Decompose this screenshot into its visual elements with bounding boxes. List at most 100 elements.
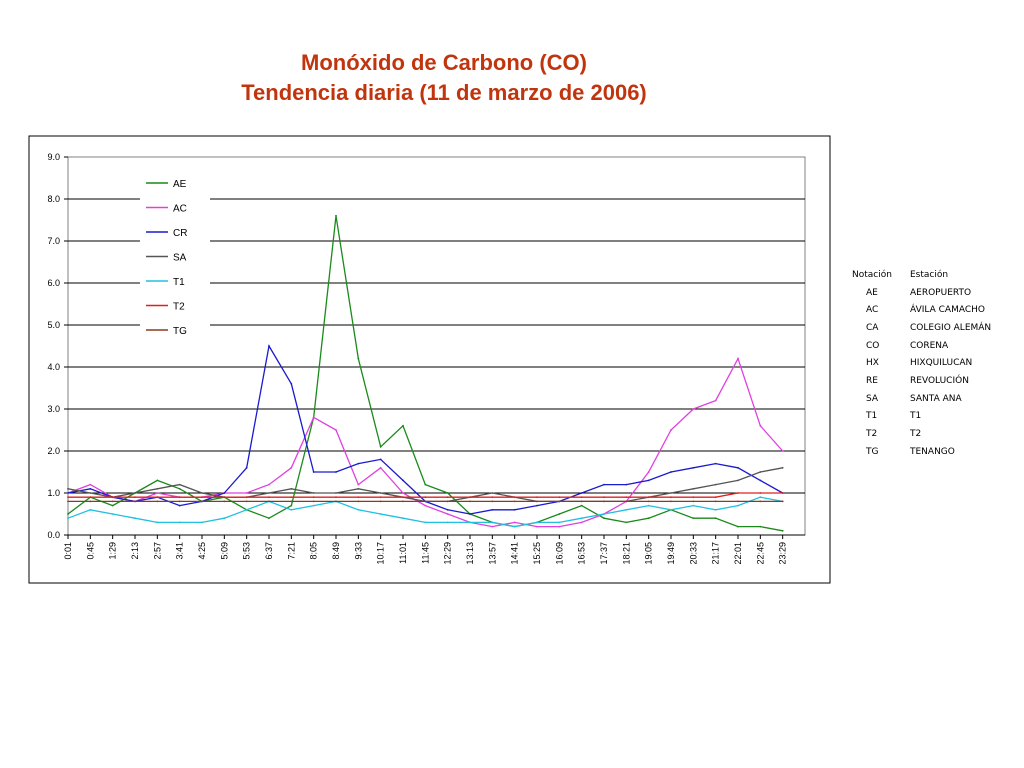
data-point-t2 xyxy=(111,496,114,499)
data-point-tg xyxy=(357,500,360,503)
data-point-sa xyxy=(268,492,270,494)
data-point-ae xyxy=(603,517,605,520)
data-point-t2 xyxy=(134,496,136,499)
data-point-sa xyxy=(89,492,92,494)
station-name: ÁVILA CAMACHO xyxy=(910,305,985,316)
data-point-t1 xyxy=(156,521,159,524)
data-point-ae xyxy=(714,517,717,520)
x-tick-label: 3:41 xyxy=(175,542,185,560)
x-tick-label: 7:21 xyxy=(286,542,296,560)
data-point-t2 xyxy=(491,496,494,499)
data-point-sa xyxy=(290,487,293,490)
data-point-cr xyxy=(580,492,583,494)
data-point-tg xyxy=(781,500,784,503)
legend-label-t1: T1 xyxy=(173,277,185,288)
x-tick-label: 1:29 xyxy=(108,542,118,560)
data-point-ac xyxy=(89,483,92,486)
data-point-t2 xyxy=(89,496,92,499)
x-tick-label: 22:45 xyxy=(755,542,765,565)
x-tick-label: 4:25 xyxy=(197,542,207,560)
data-point-t1 xyxy=(469,521,471,524)
data-point-ae xyxy=(357,357,360,360)
data-point-ae xyxy=(781,529,784,532)
data-point-ac xyxy=(357,483,360,486)
y-tick-label: 3.0 xyxy=(47,404,60,414)
data-point-tg xyxy=(67,500,69,503)
legend-label-t2: T2 xyxy=(173,302,185,313)
x-tick-label: 2:57 xyxy=(152,542,162,560)
data-point-t2 xyxy=(446,496,449,499)
data-point-t2 xyxy=(580,496,583,499)
data-point-ae xyxy=(759,525,762,528)
x-tick-label: 19:49 xyxy=(666,542,676,565)
data-point-t1 xyxy=(513,525,516,528)
data-point-tg xyxy=(692,500,695,503)
notation-row-ac: AC ÁVILA CAMACHO xyxy=(848,301,1024,319)
notation-code: SA xyxy=(866,393,879,404)
data-point-t2 xyxy=(513,496,516,499)
data-point-t2 xyxy=(781,492,784,494)
data-point-tg xyxy=(290,500,293,503)
data-point-tg xyxy=(402,500,404,503)
y-axis: 0.0 1.0 2.0 3.0 4.0 5.0 6.0 7.0 8.0 9.0 xyxy=(47,152,68,540)
notation-code: CO xyxy=(866,340,880,351)
data-point-cr xyxy=(178,504,181,507)
data-point-tg xyxy=(446,500,449,503)
data-point-tg xyxy=(469,500,471,503)
data-point-ae xyxy=(335,214,337,217)
data-point-t2 xyxy=(379,496,382,499)
data-point-ae xyxy=(268,517,270,520)
data-point-t1 xyxy=(446,521,449,524)
data-point-tg xyxy=(424,500,427,503)
y-tick-label: 8.0 xyxy=(47,194,60,204)
data-point-ac xyxy=(513,521,516,524)
data-point-cr xyxy=(290,382,293,385)
x-tick-label: 5:09 xyxy=(219,542,229,560)
data-point-t1 xyxy=(424,521,427,524)
station-name: AEROPUERTO xyxy=(910,287,972,298)
data-point-t2 xyxy=(670,496,672,499)
data-point-cr xyxy=(513,508,516,511)
x-tick-label: 16:09 xyxy=(554,542,564,565)
series-lines xyxy=(67,214,784,532)
x-tick-label: 8:05 xyxy=(309,542,319,560)
x-axis: 0:01 0:45 1:29 2:13 2:57 3:41 4:25 5:09 5:53 6:37… xyxy=(63,534,805,565)
data-point-t2 xyxy=(737,492,739,494)
data-point-tg xyxy=(491,500,494,503)
data-point-t2 xyxy=(424,496,427,499)
data-point-t1 xyxy=(647,504,650,507)
x-tick-label: 9:33 xyxy=(353,542,363,560)
x-tick-label: 0:45 xyxy=(85,542,95,560)
station-name: REVOLUCIÓN xyxy=(910,375,969,386)
x-tick-label: 18:21 xyxy=(621,542,631,565)
data-point-cr xyxy=(670,471,672,473)
data-point-t2 xyxy=(156,496,159,499)
data-point-cr xyxy=(759,479,762,482)
data-point-cr xyxy=(446,508,449,511)
station-name: T2 xyxy=(910,429,922,440)
data-point-tg xyxy=(670,500,672,503)
data-point-sa xyxy=(670,492,672,494)
data-point-ac xyxy=(268,483,270,486)
data-point-ae xyxy=(558,513,561,515)
x-tick-label: 5:53 xyxy=(242,542,252,560)
data-point-ac xyxy=(714,399,717,402)
notation-row-sa: SA SANTA ANA xyxy=(848,390,1024,408)
data-point-tg xyxy=(759,500,762,503)
data-point-t1 xyxy=(134,517,136,520)
data-point-t2 xyxy=(223,496,226,499)
data-point-cr xyxy=(491,508,494,511)
data-point-t1 xyxy=(312,504,315,507)
data-point-ae xyxy=(67,513,69,515)
data-point-tg xyxy=(134,500,136,503)
data-point-ae xyxy=(737,525,739,528)
data-point-ac xyxy=(759,424,762,427)
data-point-tg xyxy=(558,500,561,503)
data-point-ae xyxy=(290,504,293,507)
data-point-tg xyxy=(111,500,114,503)
data-point-ac xyxy=(558,525,561,528)
data-point-t2 xyxy=(536,496,538,499)
data-point-t1 xyxy=(692,504,695,507)
x-tick-label: 12:29 xyxy=(443,542,453,565)
legend-label-ae: AE xyxy=(173,179,187,190)
